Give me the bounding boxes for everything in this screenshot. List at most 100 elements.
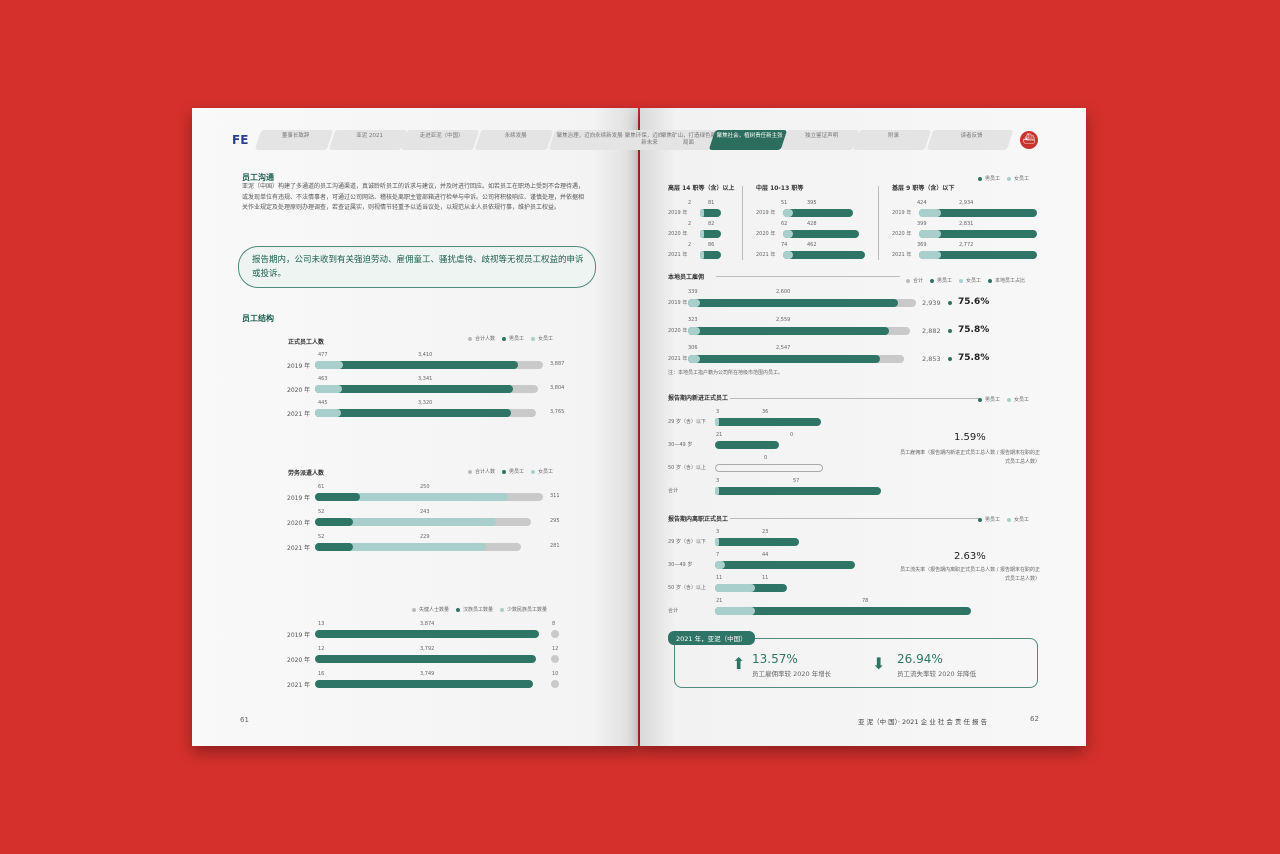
female-value: 74 <box>781 242 788 248</box>
year-label: 2019 年 <box>892 210 912 216</box>
disabled-value: 12 <box>318 646 325 652</box>
legend-swatch <box>978 397 982 402</box>
male-value: 81 <box>708 200 715 206</box>
year-label: 2020 年 <box>756 231 776 237</box>
legend-item: 合计人数 <box>468 336 495 342</box>
hire-rate: 1.59% <box>954 432 986 443</box>
formal-title: 正式员工人数 <box>288 339 325 346</box>
tab-8[interactable]: 聚焦社会，植树责任新主张 <box>708 130 788 150</box>
male-value: 3 <box>716 478 720 484</box>
female-value: 399 <box>917 221 927 227</box>
level-title: 基层 9 职等（含）以下 <box>892 185 955 192</box>
male-bar <box>315 518 497 526</box>
tab-label: 永续发展 <box>504 133 527 139</box>
year-label: 2021 年 <box>892 252 912 258</box>
female-bar <box>315 543 354 551</box>
hire-rate-desc: 员工雇佣率（报告期内新进正式员工总人数 / 报告期末在职的正式员工总人数） <box>900 450 1040 465</box>
year-label: 2021 年 <box>287 411 311 418</box>
summary-box <box>674 638 1038 688</box>
han-bar <box>315 655 536 663</box>
total-value: 295 <box>550 518 560 524</box>
tab-11[interactable]: 读者反馈 <box>926 130 1014 150</box>
legend-label: 男员工 <box>985 517 1001 523</box>
male-bar <box>315 543 486 551</box>
year-label: 2020 年 <box>668 231 688 237</box>
column-divider <box>742 186 743 260</box>
legend-item: 男员工 <box>978 176 1000 182</box>
male-value: 21 <box>716 432 723 438</box>
leaves-legend: 男员工 女员工 <box>978 516 1036 523</box>
male-bar <box>715 561 855 569</box>
age-label: 50 岁（含）以上 <box>668 585 706 591</box>
hire-growth-value: 13.57% <box>752 652 798 666</box>
column-divider <box>878 186 879 260</box>
tab-2[interactable]: 亚泥 2021 <box>328 130 408 150</box>
male-value: 229 <box>420 534 430 540</box>
legend-item: 男员工 <box>502 336 524 342</box>
legend-swatch <box>502 336 507 341</box>
footer-title: 亚 泥（中 国）· 2021 企 业 社 会 责 任 报 告 <box>858 718 988 726</box>
legend-label: 男员工 <box>509 336 525 342</box>
legend-label: 合计 <box>913 278 924 284</box>
female-bar <box>688 327 700 335</box>
tab-9[interactable]: 独立鉴证声明 <box>780 130 860 150</box>
female-bar <box>715 418 719 426</box>
female-value: 23 <box>762 529 769 535</box>
female-bar <box>315 493 360 501</box>
tab-1[interactable]: 董事长致辞 <box>254 130 334 150</box>
share-dot <box>948 329 952 333</box>
logo: FE <box>232 133 249 147</box>
legend-swatch <box>959 278 964 283</box>
female-bar <box>715 487 719 495</box>
legend-label: 本地员工占比 <box>995 278 1026 284</box>
legend-item: 男员工 <box>978 517 1000 523</box>
age-label: 30—49 岁 <box>668 442 693 448</box>
female-bar <box>783 251 793 259</box>
legend-swatch <box>531 336 536 341</box>
minority-bar <box>551 680 559 688</box>
male-value: 3 <box>716 529 720 535</box>
year-label: 2020 年 <box>287 520 311 527</box>
female-value: 2 <box>688 200 692 206</box>
legend-item: 男员工 <box>930 278 952 284</box>
female-bar <box>315 518 354 526</box>
year-label: 2019 年 <box>756 210 776 216</box>
female-bar <box>315 361 343 369</box>
female-value: 52 <box>318 509 325 515</box>
male-value: 86 <box>708 242 715 248</box>
male-value: 21 <box>716 598 723 604</box>
age-label: 30—49 岁 <box>668 562 693 568</box>
legend-swatch <box>978 176 982 181</box>
tab-label: 独立鉴证声明 <box>805 133 839 139</box>
legend-swatch <box>1007 397 1012 402</box>
summary-tag: 2021 年，亚泥（中国） <box>668 631 755 645</box>
female-value: 463 <box>318 376 328 382</box>
female-value: 11 <box>762 575 769 581</box>
age-label: 29 岁（含）以下 <box>668 539 706 545</box>
legend-item: 女员工 <box>1007 176 1029 182</box>
male-value: 2,547 <box>776 345 791 351</box>
male-value: 462 <box>807 242 817 248</box>
male-value: 395 <box>807 200 817 206</box>
female-value: 339 <box>688 289 698 295</box>
tab-3[interactable]: 走进亚泥（中国） <box>400 130 480 150</box>
tab-5[interactable]: 聚焦治理，迈向永续新发展 <box>548 130 628 150</box>
legend-label: 失健人士数量 <box>419 607 450 613</box>
tab-label: 董事长致辞 <box>281 133 310 139</box>
hires-title: 报告期内新进正式员工 <box>668 395 729 402</box>
tab-label: 聚焦社会，植树责任新主张 <box>716 133 783 139</box>
male-bar <box>315 385 514 393</box>
male-value: 2,831 <box>959 221 974 227</box>
female-value: 323 <box>688 317 698 323</box>
female-value: 52 <box>318 534 325 540</box>
female-value: 2 <box>688 221 692 227</box>
female-bar <box>715 561 725 569</box>
female-value: 78 <box>862 598 869 604</box>
male-value: 2,559 <box>776 317 791 323</box>
male-value: 3,320 <box>418 400 433 406</box>
male-bar <box>783 230 859 238</box>
tab-label: 附录 <box>888 133 900 139</box>
tab-4[interactable]: 永续发展 <box>474 130 554 150</box>
tab-10[interactable]: 附录 <box>852 130 932 150</box>
right-page-number: 62 <box>1030 715 1039 723</box>
